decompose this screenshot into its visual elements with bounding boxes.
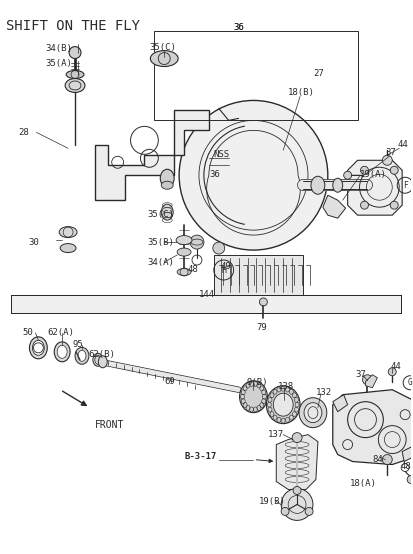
Text: 37: 37 <box>385 148 395 157</box>
Ellipse shape <box>239 381 267 413</box>
Circle shape <box>360 166 368 175</box>
Ellipse shape <box>57 345 67 358</box>
Circle shape <box>362 375 372 384</box>
Polygon shape <box>275 434 317 490</box>
Circle shape <box>360 201 368 209</box>
Ellipse shape <box>75 347 89 365</box>
Ellipse shape <box>303 403 321 423</box>
Text: H: H <box>221 265 225 275</box>
Ellipse shape <box>54 342 70 362</box>
Text: NSS: NSS <box>213 150 229 160</box>
Text: 79: 79 <box>256 323 266 332</box>
Polygon shape <box>401 447 411 461</box>
Ellipse shape <box>150 50 178 66</box>
Text: 36: 36 <box>233 23 244 32</box>
Text: 18(A): 18(A) <box>349 480 375 489</box>
Circle shape <box>389 166 397 175</box>
Text: 28: 28 <box>19 129 29 137</box>
Circle shape <box>389 201 397 209</box>
Text: 138: 138 <box>278 382 294 391</box>
Ellipse shape <box>32 340 44 355</box>
Circle shape <box>179 100 327 250</box>
Polygon shape <box>347 160 401 215</box>
Text: 44: 44 <box>389 362 400 371</box>
Text: SHIFT ON THE FLY: SHIFT ON THE FLY <box>6 19 139 33</box>
Text: 19(A): 19(A) <box>358 170 385 179</box>
Circle shape <box>304 507 312 515</box>
Ellipse shape <box>160 170 174 187</box>
Text: 48: 48 <box>399 461 410 470</box>
Text: 50: 50 <box>22 328 33 337</box>
Text: 27: 27 <box>312 69 323 78</box>
Ellipse shape <box>161 181 173 189</box>
Polygon shape <box>322 195 345 218</box>
Text: 95: 95 <box>72 340 83 349</box>
Ellipse shape <box>93 353 102 366</box>
Text: 84: 84 <box>372 454 382 464</box>
Text: 34(A): 34(A) <box>147 258 174 267</box>
Ellipse shape <box>177 248 190 256</box>
Ellipse shape <box>161 204 173 220</box>
Circle shape <box>343 171 351 179</box>
Polygon shape <box>332 389 411 464</box>
Text: 18(B): 18(B) <box>287 89 314 98</box>
Ellipse shape <box>310 176 324 194</box>
Ellipse shape <box>66 70 84 79</box>
Text: 49: 49 <box>220 262 231 271</box>
Ellipse shape <box>273 393 292 416</box>
Circle shape <box>212 242 224 254</box>
Ellipse shape <box>176 235 192 244</box>
Text: 137: 137 <box>268 429 284 439</box>
Circle shape <box>406 475 413 484</box>
Polygon shape <box>365 375 377 388</box>
Text: 35(A): 35(A) <box>45 59 72 68</box>
Ellipse shape <box>332 178 342 192</box>
Text: B-3-17: B-3-17 <box>184 452 216 460</box>
Circle shape <box>190 235 204 249</box>
Text: 44: 44 <box>396 140 407 150</box>
Text: 48: 48 <box>187 265 197 274</box>
Text: 144: 144 <box>199 290 215 299</box>
Text: 30: 30 <box>28 238 39 247</box>
Text: 36: 36 <box>208 170 219 179</box>
Circle shape <box>292 486 300 495</box>
Text: 19(B): 19(B) <box>258 497 285 506</box>
Polygon shape <box>95 110 208 200</box>
Polygon shape <box>332 394 347 412</box>
Text: 35(B): 35(B) <box>147 238 174 247</box>
Text: 34(B): 34(B) <box>45 44 72 53</box>
Ellipse shape <box>78 350 86 361</box>
Text: 62(B): 62(B) <box>88 350 114 359</box>
Circle shape <box>382 155 391 165</box>
Text: 35(C): 35(C) <box>149 43 176 52</box>
Circle shape <box>280 489 312 520</box>
Circle shape <box>387 368 395 376</box>
Ellipse shape <box>298 398 326 428</box>
Ellipse shape <box>98 356 107 368</box>
Polygon shape <box>213 255 302 295</box>
Circle shape <box>69 47 81 59</box>
Circle shape <box>382 454 391 464</box>
Circle shape <box>280 507 288 515</box>
Circle shape <box>292 433 301 443</box>
Ellipse shape <box>59 227 77 238</box>
Text: 132: 132 <box>315 388 331 397</box>
Text: 62(A): 62(A) <box>47 328 74 337</box>
Text: 35(C): 35(C) <box>147 210 174 219</box>
Ellipse shape <box>60 244 76 253</box>
Text: G: G <box>407 378 411 387</box>
Ellipse shape <box>29 337 47 359</box>
Text: F: F <box>402 181 406 189</box>
Circle shape <box>259 298 267 306</box>
Ellipse shape <box>177 269 190 275</box>
Text: 9(B): 9(B) <box>246 378 267 387</box>
Ellipse shape <box>65 79 85 93</box>
Polygon shape <box>11 295 400 313</box>
Text: 37: 37 <box>355 370 366 379</box>
Text: 69: 69 <box>164 377 175 386</box>
Text: FRONT: FRONT <box>95 419 124 430</box>
Ellipse shape <box>266 386 299 424</box>
Text: 36: 36 <box>233 23 244 32</box>
